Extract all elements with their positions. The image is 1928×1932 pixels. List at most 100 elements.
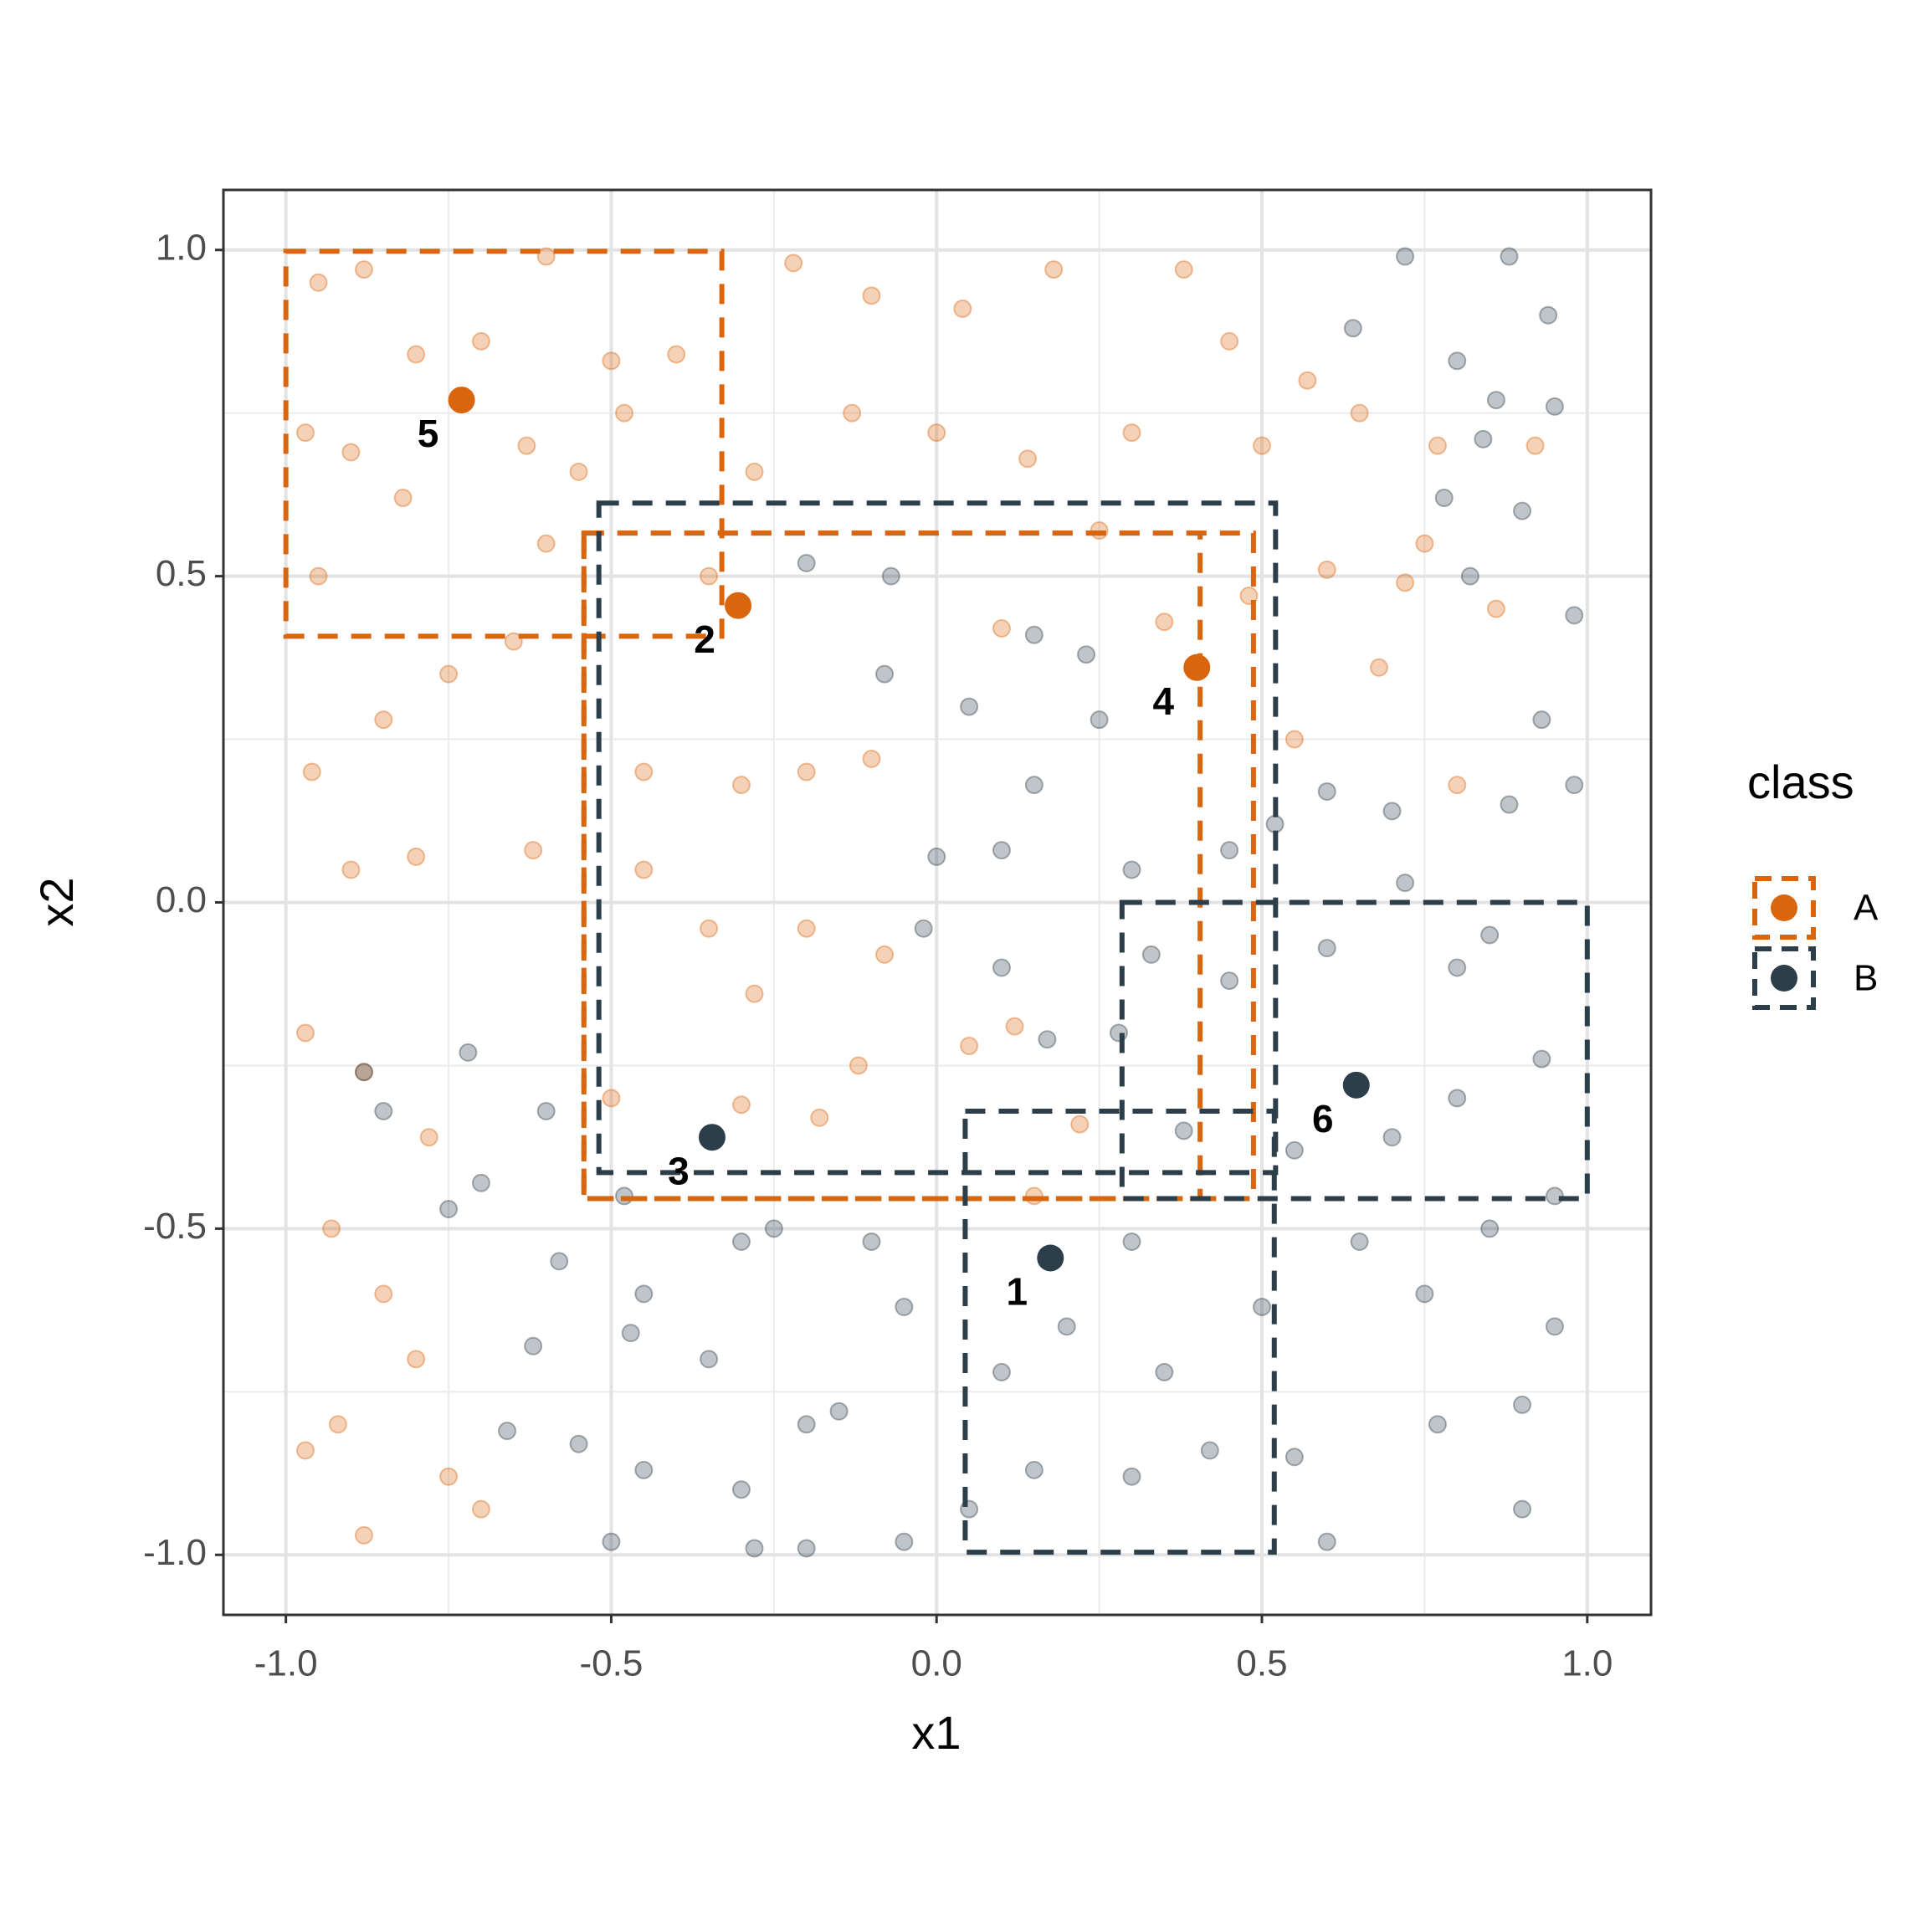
point [1155,612,1174,632]
y-axis-title: x2 [30,877,83,926]
point [1005,1017,1024,1036]
point [471,1173,490,1192]
point [1317,560,1336,579]
point [1220,841,1239,860]
point [862,749,881,768]
point [1565,776,1584,795]
point [881,566,900,586]
point [1480,1219,1500,1238]
point [731,1480,751,1499]
point [1539,305,1558,325]
point [439,1199,459,1218]
highlight-label: 4 [1152,679,1174,723]
point [1038,1030,1057,1049]
point [374,710,393,730]
point [1486,391,1505,410]
x-tick-label: 1.0 [1561,1643,1613,1684]
point [1284,1448,1304,1467]
y-tick-label: 0.0 [156,879,207,920]
point [992,841,1011,860]
point [1382,1128,1402,1147]
point [700,919,719,938]
highlight-point [448,387,475,414]
point [1532,710,1551,730]
highlight-point [1342,1071,1370,1099]
point [992,1362,1011,1381]
point [1122,1467,1141,1486]
point [992,958,1011,977]
point [1513,1395,1532,1414]
highlight-label: 2 [694,618,715,661]
point [810,1108,829,1127]
point [1343,319,1362,338]
point [731,1232,751,1251]
point [1253,1297,1272,1316]
point [374,1102,393,1121]
point [960,1037,979,1056]
point [295,423,315,443]
highlight-label: 6 [1312,1097,1334,1140]
highlight-point [725,592,752,619]
point [1382,802,1402,821]
point [1070,1115,1090,1134]
point [927,423,946,443]
point [602,351,621,371]
point [322,1219,341,1238]
point [602,1089,621,1108]
point [536,247,556,266]
point [1396,874,1415,893]
panel-border [222,188,1653,1617]
point [1122,860,1141,879]
point [536,534,556,553]
point [1486,599,1505,618]
box [283,249,725,639]
point [667,345,686,364]
x-axis-title: x1 [911,1706,961,1759]
point [1396,573,1415,592]
point [504,632,523,651]
legend-label: B [1854,958,1878,999]
point [1077,645,1096,664]
point [302,762,321,782]
point [1448,1089,1467,1108]
point [459,1043,478,1062]
point [875,945,895,964]
point [731,1095,751,1115]
point [1396,247,1415,266]
point [1317,782,1336,801]
point [498,1422,517,1441]
point [614,1186,633,1206]
box [962,1109,1277,1555]
highlight-point [1037,1244,1064,1272]
x-tick-label: -1.0 [254,1643,318,1684]
point [1174,260,1193,279]
point [1513,501,1532,520]
point [1448,351,1467,371]
point [634,1460,654,1479]
point [550,1252,569,1271]
point [309,566,328,586]
point [700,566,719,586]
point [1428,1415,1447,1434]
point [1220,971,1239,991]
point [953,299,972,318]
legend-key [1752,876,1816,940]
point [829,1402,849,1421]
point [1200,1441,1219,1460]
y-tick-label: -1.0 [143,1532,207,1573]
point [1090,710,1109,730]
point [1525,436,1545,455]
point [1415,534,1434,553]
point [914,919,933,938]
point [895,1532,914,1551]
point [621,1324,640,1343]
point [1298,371,1317,390]
point [1460,566,1479,586]
point [927,847,946,866]
point [1415,1284,1434,1304]
point [1545,397,1564,416]
point [797,919,816,938]
point [295,1441,315,1460]
point [700,1350,719,1369]
